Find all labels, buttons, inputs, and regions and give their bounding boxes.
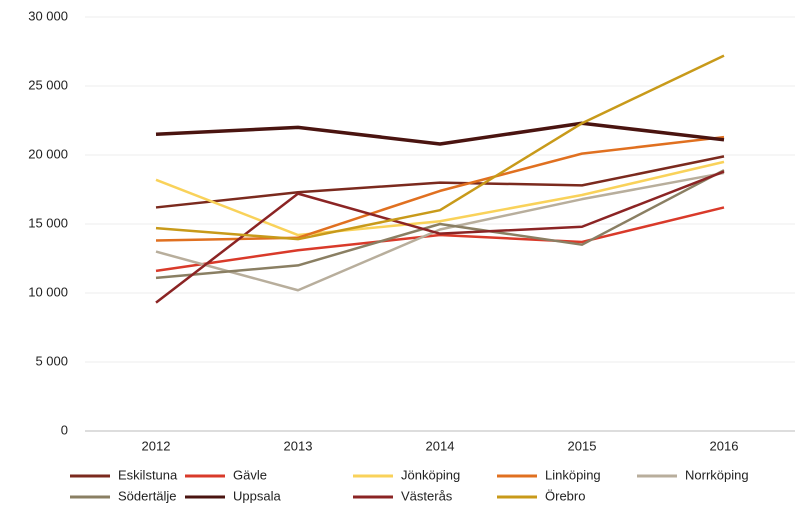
x-tick-label: 2012 <box>142 438 171 453</box>
y-tick-label: 10 000 <box>28 284 68 299</box>
x-tick-label: 2014 <box>426 438 455 453</box>
series-line <box>155 121 725 146</box>
series-line <box>155 54 725 241</box>
legend-label: Linköping <box>545 467 601 482</box>
legend-label: Jönköping <box>401 467 460 482</box>
legend-label: Örebro <box>545 488 585 503</box>
legend-label: Västerås <box>401 488 453 503</box>
series-line <box>155 169 725 280</box>
series-line <box>155 160 725 237</box>
y-tick-label: 25 000 <box>28 77 68 92</box>
legend-label: Södertälje <box>118 488 177 503</box>
x-tick-label: 2015 <box>568 438 597 453</box>
legend-label: Uppsala <box>233 488 281 503</box>
y-tick-label: 5 000 <box>35 353 68 368</box>
series-line <box>155 206 725 273</box>
series-line <box>155 155 725 209</box>
series-line <box>155 170 725 304</box>
legend-label: Norrköping <box>685 467 749 482</box>
y-tick-label: 20 000 <box>28 146 68 161</box>
series-line <box>155 171 725 292</box>
series-line <box>155 135 725 242</box>
legend-label: Gävle <box>233 467 267 482</box>
y-tick-label: 15 000 <box>28 215 68 230</box>
legend-label: Eskilstuna <box>118 467 178 482</box>
y-tick-label: 0 <box>61 422 68 437</box>
x-tick-label: 2016 <box>710 438 739 453</box>
y-tick-label: 30 000 <box>28 8 68 23</box>
x-tick-label: 2013 <box>284 438 313 453</box>
